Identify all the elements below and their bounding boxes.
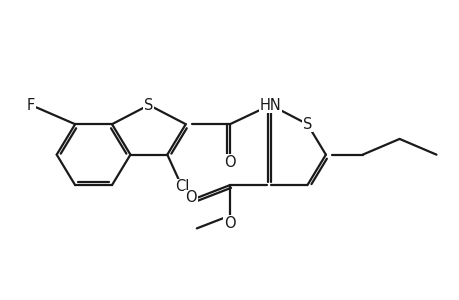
Text: S: S (302, 117, 312, 132)
Text: HN: HN (259, 98, 281, 112)
Text: O: O (224, 154, 235, 169)
Text: S: S (144, 98, 153, 112)
Text: F: F (27, 98, 35, 112)
Text: Cl: Cl (174, 179, 189, 194)
Text: O: O (224, 216, 235, 231)
Text: O: O (185, 190, 196, 206)
